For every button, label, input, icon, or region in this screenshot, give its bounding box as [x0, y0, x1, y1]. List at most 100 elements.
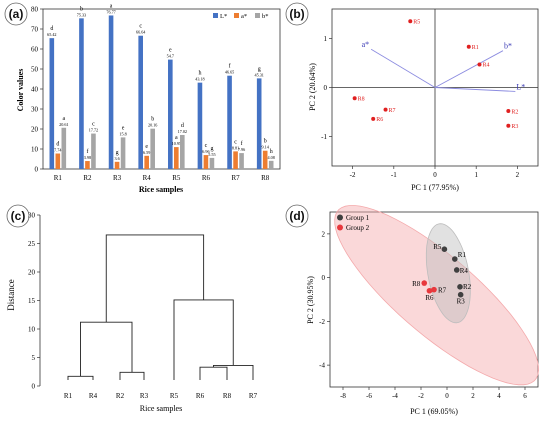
y-tick-label-d: -4 — [319, 362, 325, 370]
leaf-label-R4: R4 — [89, 392, 98, 400]
significance-letter: c — [234, 139, 237, 145]
score-point-R4 — [477, 62, 482, 67]
score-point-R1 — [452, 256, 458, 262]
bar-Lstar-R8 — [256, 78, 262, 169]
y-tick-label-a: 30 — [31, 106, 39, 114]
score-label-R8: R8 — [358, 96, 365, 102]
significance-letter: a — [175, 135, 178, 141]
category-label-a: R1 — [54, 174, 63, 182]
badge-circle-d — [285, 204, 309, 228]
bar-value-label: 43.18 — [195, 77, 204, 82]
x-tick-label-b: 0 — [433, 171, 437, 179]
score-point-R6 — [426, 287, 433, 294]
dendrogram-link-3 — [213, 365, 254, 380]
x-tick-label-d: -8 — [340, 392, 346, 400]
y-tick-label-c: 20 — [28, 269, 36, 277]
bar-astar-R3 — [114, 161, 120, 169]
score-point-R6 — [371, 116, 376, 121]
bar-value-label: 4.08 — [268, 155, 275, 160]
score-point-R4 — [453, 267, 460, 273]
significance-letter: e — [145, 144, 148, 150]
y-tick-label-c: 30 — [28, 212, 36, 220]
bar-value-label: 45.31 — [254, 72, 263, 77]
score-point-R7 — [431, 286, 437, 293]
legend-label-bstar: b* — [262, 13, 269, 20]
legend-marker-group-1 — [337, 214, 343, 221]
bar-Lstar-R5 — [168, 59, 173, 169]
y-tick-label-b: -1 — [321, 133, 327, 141]
score-point-R2 — [457, 284, 463, 290]
leaf-label-R3: R3 — [140, 392, 149, 400]
significance-letter: f — [229, 63, 231, 70]
category-label-a: R3 — [113, 174, 122, 182]
panel-a: (a) Color values Rice samples 0 10 20 30 40 5… — [4, 2, 281, 194]
panel-badge-a: (a) — [4, 2, 28, 26]
significance-letter: d — [181, 123, 184, 129]
score-label-R2: R2 — [511, 109, 518, 115]
bar-value-label: 20.16 — [148, 123, 157, 128]
y-tick-label-a: 10 — [31, 146, 39, 154]
score-label-R8: R8 — [412, 280, 421, 288]
panel-b: (b) PC 2 (20.64%) PC 1 (77.95%) -2 -1 0 1 2 -… — [285, 2, 539, 192]
bar-value-label: 6.59 — [143, 150, 150, 155]
y-tick-label-a: 50 — [31, 66, 39, 74]
score-label-R5: R5 — [413, 19, 420, 25]
bar-value-label: 3.6 — [114, 156, 119, 161]
bar-Lstar-R7 — [227, 75, 232, 169]
score-label-R2: R2 — [463, 283, 472, 291]
y-tick-label-a: 0 — [35, 166, 39, 174]
leaf-label-R8: R8 — [223, 392, 232, 400]
score-label-R6: R6 — [376, 117, 383, 123]
bar-bstar-R8 — [268, 160, 274, 169]
bar-bstar-R3 — [120, 137, 126, 169]
bar-value-label: 20.61 — [59, 122, 68, 127]
x-tick-label-d: -2 — [418, 392, 424, 400]
score-point-R8 — [421, 280, 428, 286]
bar-Lstar-R1 — [49, 38, 55, 169]
significance-letter: e — [122, 125, 125, 131]
bar-Lstar-R2 — [79, 18, 84, 170]
x-tick-label-d: 0 — [445, 392, 449, 400]
bar-value-label: 8.81 — [232, 145, 239, 150]
score-label-R6: R6 — [425, 294, 434, 302]
significance-letter: c — [205, 143, 208, 149]
score-point-R5 — [408, 19, 413, 24]
y-tick-label-d: 2 — [322, 230, 326, 238]
legend-swatch-Lstar — [213, 13, 218, 18]
y-tick-label-a: 20 — [31, 126, 39, 134]
confidence-ellipse-group-2 — [334, 205, 539, 386]
y-tick-label-c: 25 — [28, 240, 36, 248]
significance-letter: e — [169, 48, 172, 54]
significance-letter: g — [210, 146, 213, 152]
score-label-R7: R7 — [438, 287, 447, 295]
score-point-R3 — [457, 291, 464, 298]
bar-value-label: 75.33 — [77, 12, 86, 17]
bar-astar-R1 — [55, 153, 61, 169]
legend-label-astar: a* — [241, 13, 247, 20]
dendrogram-link-6 — [105, 234, 205, 323]
y-axis-label-d: PC 2 (30.95%) — [306, 276, 315, 324]
category-label-a: R6 — [202, 174, 211, 182]
panel-badge-b: (b) — [285, 2, 309, 26]
significance-letter: d — [56, 142, 59, 148]
significance-letter: a — [110, 3, 113, 9]
bar-astar-R7 — [233, 151, 238, 169]
bar-value-label: 17.02 — [178, 129, 187, 134]
leaf-label-R5: R5 — [170, 392, 179, 400]
panel-letter-b: (b) — [289, 7, 304, 21]
y-axis-label-c: Distance — [6, 279, 16, 311]
loading-vector-Lstar — [434, 87, 516, 92]
dendrogram-link-4 — [80, 321, 133, 377]
category-label-a: R8 — [261, 174, 270, 182]
score-label-R7: R7 — [389, 108, 396, 114]
panel-d: (d) PC 2 (30.95%) PC 1 (69.05%) -8 -6 -4 -2… — [285, 204, 539, 416]
bar-astar-R4 — [144, 155, 149, 169]
x-tick-label-d: -4 — [392, 392, 398, 400]
x-tick-label-d: 2 — [471, 392, 475, 400]
loading-label-astar: a* — [362, 40, 370, 49]
x-tick-label-b: -1 — [391, 171, 397, 179]
bar-astar-R8 — [262, 150, 268, 169]
bar-bstar-R2 — [91, 133, 96, 169]
score-label-R5: R5 — [433, 243, 442, 251]
panel-c: (c) Distance Rice samples 0 5 10 15 20 25 30 R1… — [6, 204, 258, 413]
